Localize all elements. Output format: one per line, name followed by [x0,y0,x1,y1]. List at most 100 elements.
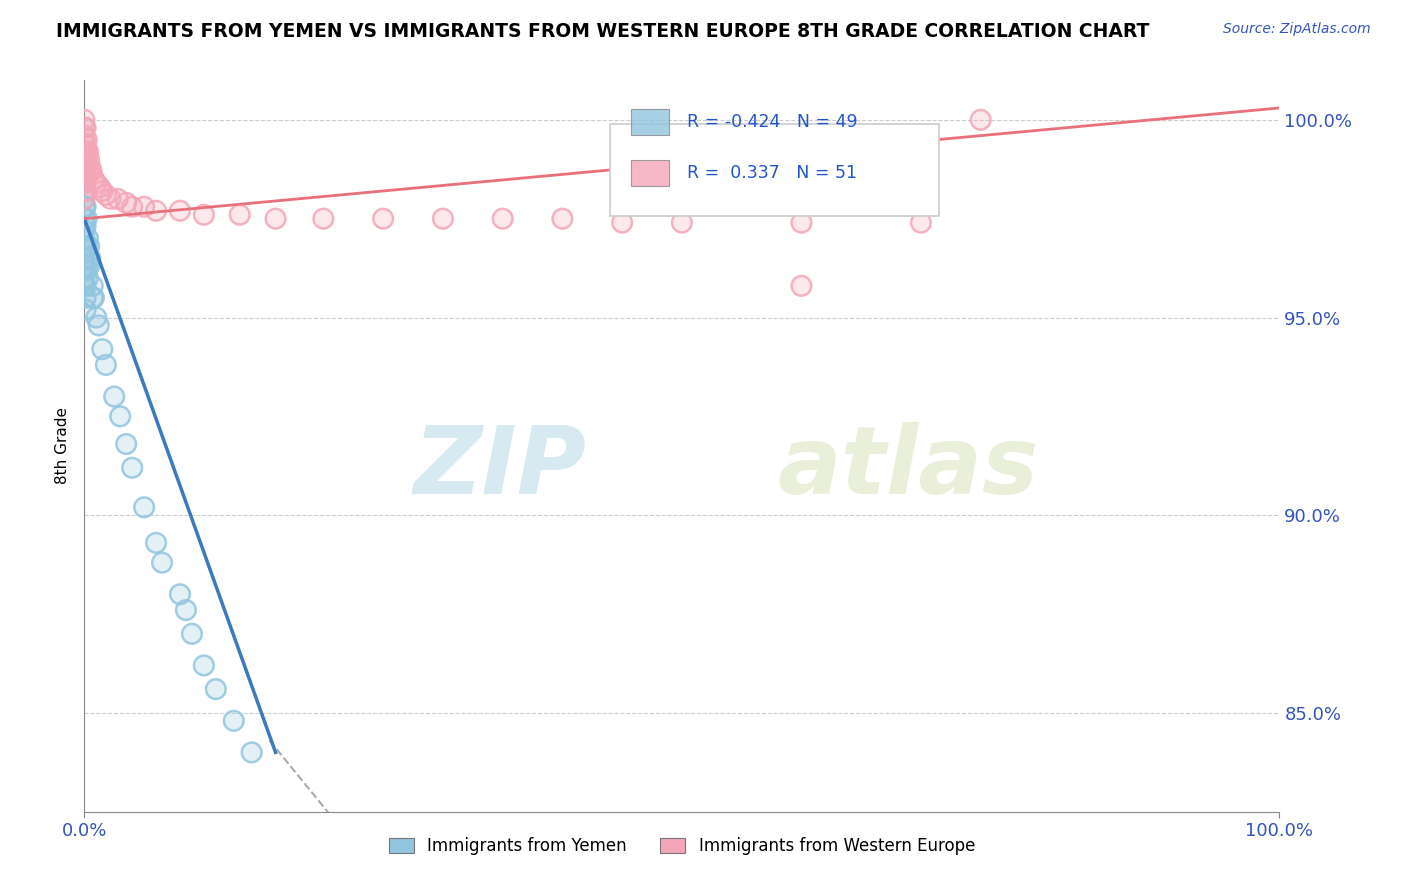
Point [94,358,117,372]
Point [77,164,100,178]
Point [671,216,693,230]
Point [551,211,574,226]
Text: R =  0.337   N = 51: R = 0.337 N = 51 [686,164,856,182]
Point [83,291,105,305]
Point [73,192,96,206]
Text: atlas: atlas [778,422,1039,514]
Point [76,145,98,159]
Point [75,200,97,214]
Point [110,409,132,424]
Point [76,132,98,146]
Point [492,211,515,226]
Point [115,195,138,210]
Point [75,239,97,253]
Point [121,460,143,475]
Point [73,176,96,190]
Point [103,390,125,404]
Point [77,251,100,265]
Point [73,176,96,190]
Point [73,271,96,285]
Point [73,145,96,159]
Point [150,556,173,570]
Point [145,203,167,218]
Point [86,310,108,325]
Point [73,192,96,206]
Point [970,112,993,127]
Point [86,176,108,190]
Point [73,278,96,293]
Point [73,153,96,167]
Point [73,136,96,151]
Point [73,200,96,214]
Point [73,172,96,186]
Point [73,192,96,206]
Point [75,184,97,198]
Point [73,231,96,245]
Point [121,460,143,475]
Point [75,278,97,293]
Point [76,263,98,277]
Point [790,216,813,230]
Point [82,278,104,293]
Point [76,239,98,253]
Point [432,211,454,226]
Point [150,556,173,570]
Point [181,627,204,641]
Point [671,216,693,230]
Point [77,156,100,170]
Point [790,278,813,293]
Point [82,291,104,305]
Point [73,168,96,182]
Point [492,211,515,226]
Point [73,136,96,151]
Point [73,120,96,135]
Point [75,200,97,214]
Point [75,172,97,186]
Point [83,172,105,186]
Point [75,302,97,317]
Point [73,259,96,273]
Point [83,172,105,186]
Point [73,184,96,198]
Point [75,239,97,253]
Point [107,192,129,206]
Point [73,231,96,245]
Point [77,145,100,159]
Point [193,658,215,673]
Point [222,714,245,728]
Point [73,239,96,253]
Point [970,112,993,127]
Point [89,180,111,194]
Point [115,437,138,451]
Point [910,216,932,230]
Point [76,132,98,146]
Point [82,291,104,305]
Point [169,203,191,218]
Point [75,291,97,305]
Point [76,145,98,159]
Point [132,200,156,214]
Point [73,112,96,127]
Point [312,211,335,226]
Point [73,211,96,226]
Point [87,318,110,333]
Point [73,211,96,226]
Point [73,128,96,143]
Point [91,184,114,198]
Point [75,148,97,162]
Point [91,342,114,356]
Point [75,219,97,234]
Point [73,161,96,175]
Point [91,342,114,356]
Point [432,211,454,226]
Point [83,291,105,305]
Point [73,271,96,285]
Point [77,239,100,253]
Point [169,587,191,601]
Point [73,153,96,167]
Point [76,156,98,170]
Point [73,120,96,135]
Point [169,587,191,601]
Point [77,271,100,285]
Point [77,145,100,159]
